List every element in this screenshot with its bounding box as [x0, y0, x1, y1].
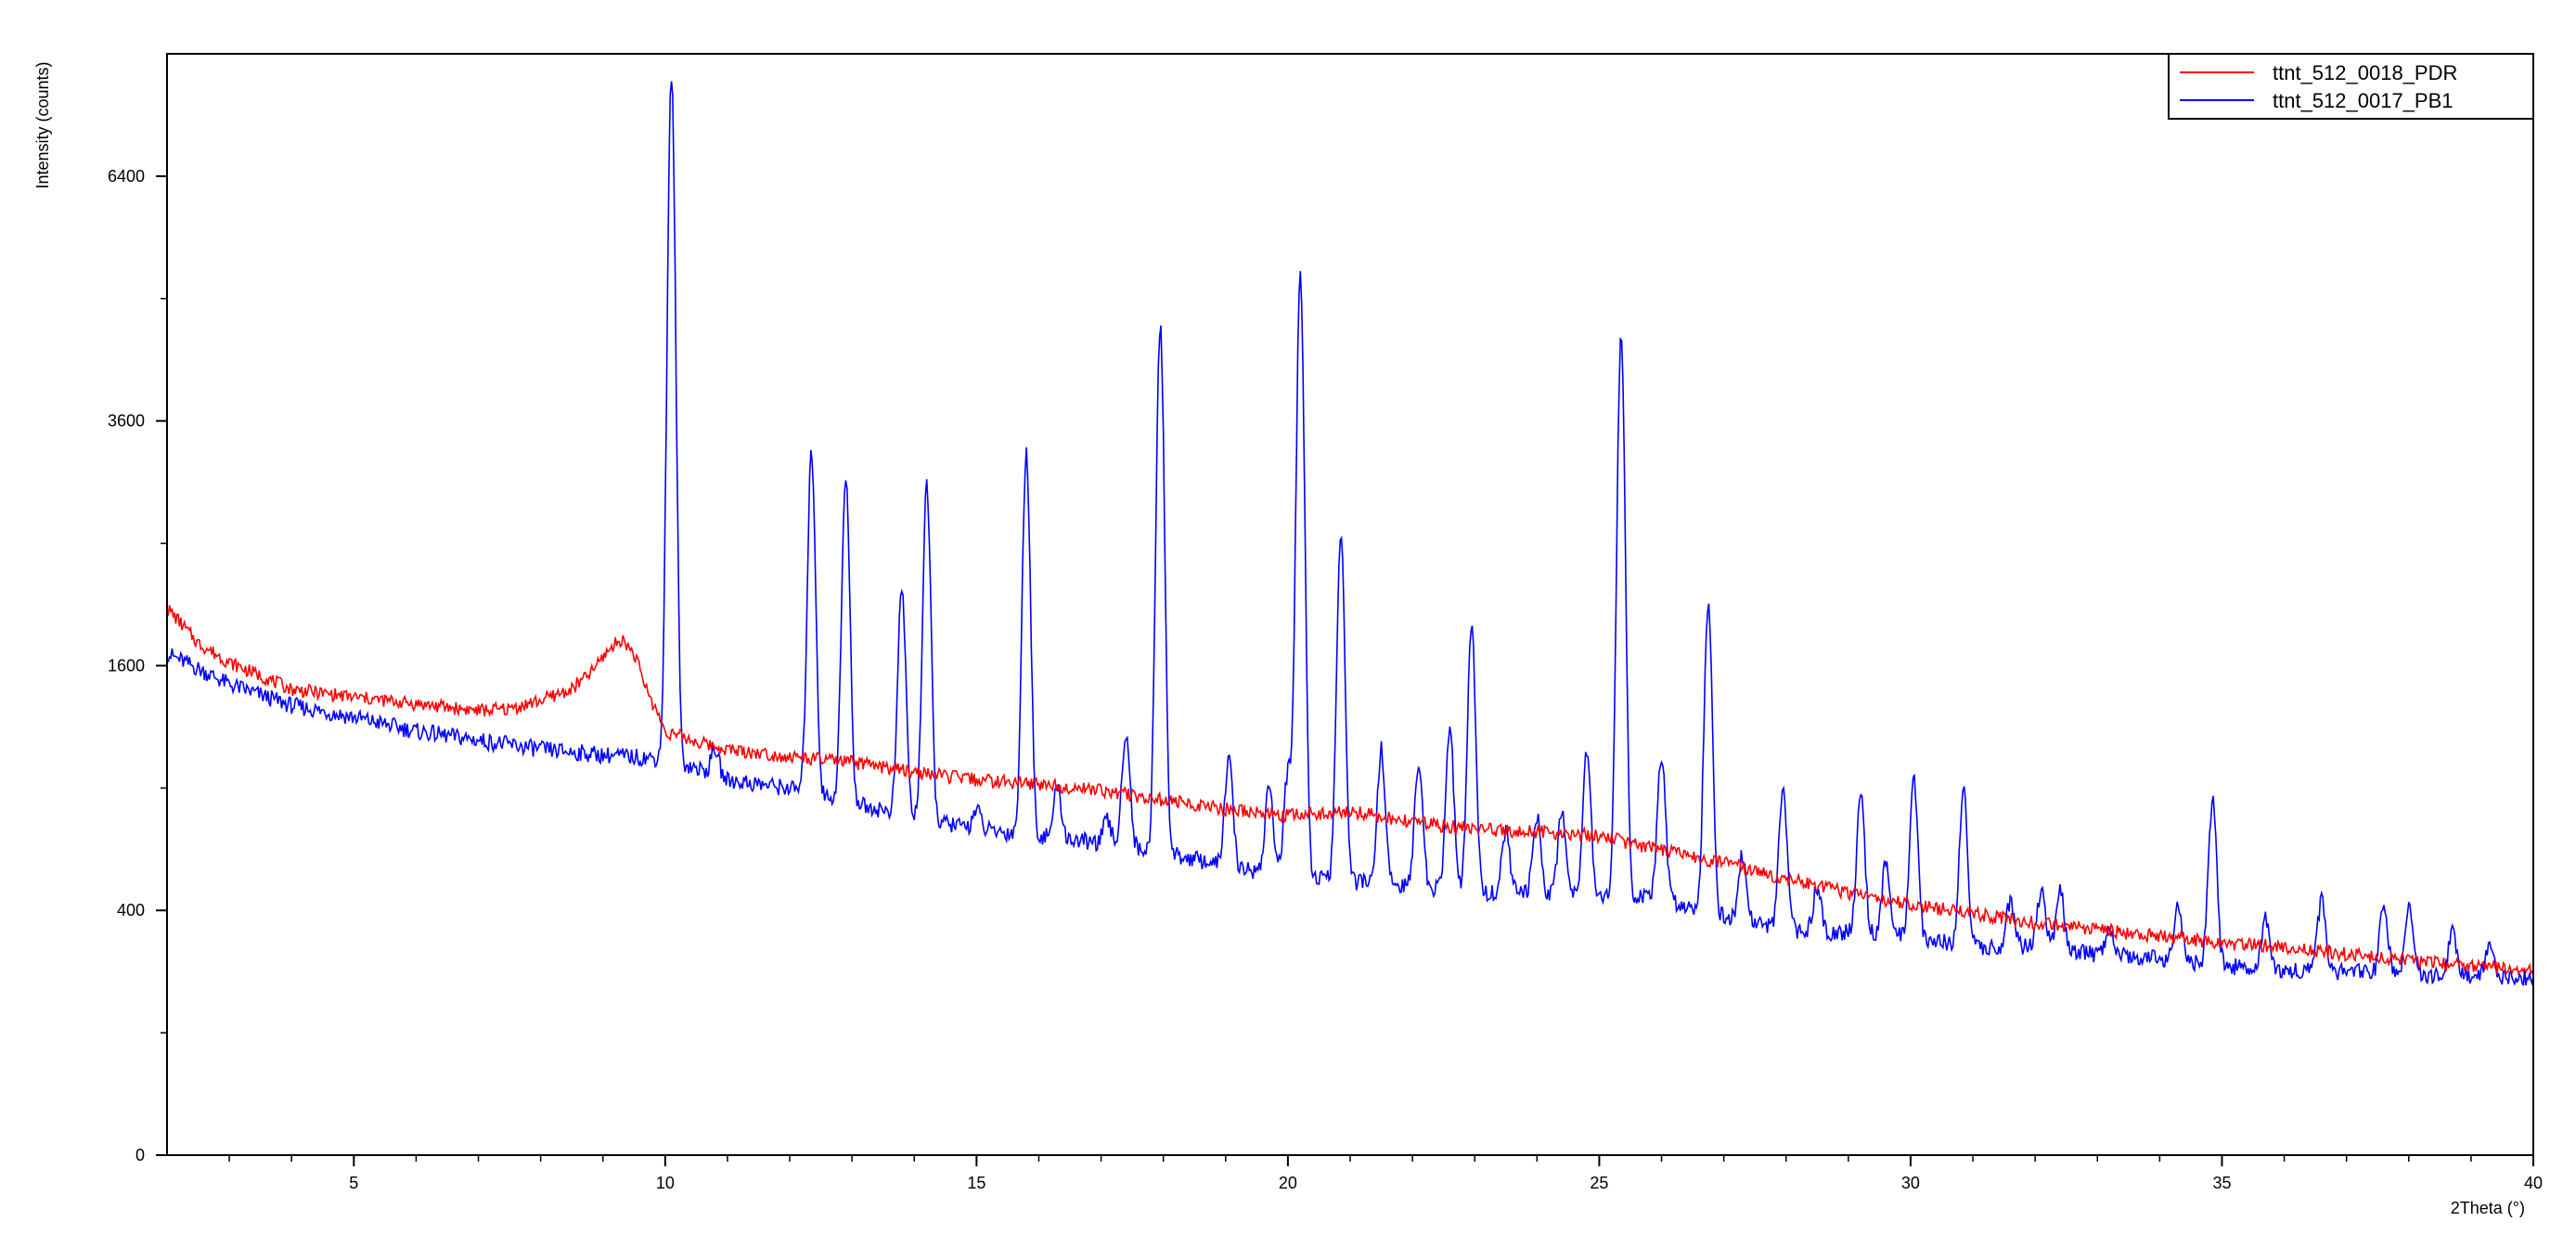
y-tick-label: 0	[135, 1146, 145, 1164]
x-tick-label: 10	[656, 1174, 675, 1192]
y-tick-label: 1600	[108, 656, 145, 675]
x-tick-label: 35	[2212, 1174, 2231, 1192]
y-axis-title: Intensity (counts)	[33, 61, 52, 188]
legend-label: ttnt_512_0018_PDR	[2273, 61, 2457, 84]
series-line-pb1	[167, 81, 2533, 986]
legend-label: ttnt_512_0017_PB1	[2273, 89, 2454, 112]
x-axis-title: 2Theta (°)	[2451, 1199, 2525, 1217]
y-tick-label: 3600	[108, 412, 145, 431]
legend-box	[2168, 53, 2534, 120]
y-axis: 0 400 1600 3600 6400	[108, 167, 167, 1164]
x-tick-label: 5	[349, 1174, 358, 1192]
legend: ttnt_512_0018_PDR ttnt_512_0017_PB1	[2168, 53, 2534, 120]
x-axis: 5 10 15 20 25 30 35 40	[228, 1155, 2543, 1192]
series-layer	[167, 81, 2533, 986]
series-line-pdr	[167, 605, 2533, 976]
x-tick-label: 40	[2524, 1174, 2543, 1192]
x-tick-label: 25	[1590, 1174, 1608, 1192]
x-tick-label: 15	[967, 1174, 985, 1192]
y-tick-label: 400	[117, 901, 145, 919]
x-tick-label: 30	[1901, 1174, 1920, 1192]
x-tick-label: 20	[1279, 1174, 1297, 1192]
y-tick-label: 6400	[108, 167, 145, 186]
